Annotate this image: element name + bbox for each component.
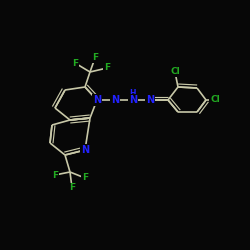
Text: N: N (146, 95, 154, 105)
Text: Cl: Cl (170, 68, 180, 76)
Text: N: N (81, 145, 89, 155)
Text: Cl: Cl (210, 96, 220, 104)
Text: N: N (93, 95, 101, 105)
Text: N: N (129, 95, 137, 105)
Text: N: N (111, 95, 119, 105)
Text: H: H (130, 88, 136, 98)
Text: F: F (69, 184, 75, 192)
Text: F: F (104, 64, 110, 72)
Text: F: F (92, 54, 98, 62)
Text: F: F (72, 58, 78, 68)
Text: F: F (82, 174, 88, 182)
Text: F: F (52, 170, 58, 179)
